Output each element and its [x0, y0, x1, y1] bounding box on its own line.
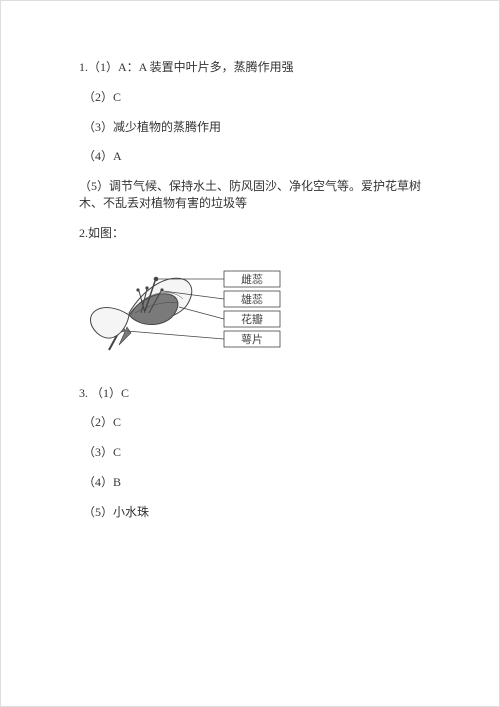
label-box-3: 花瓣	[224, 311, 280, 327]
q3-ans2: （2）C	[83, 414, 429, 431]
q3-ans4: （4）B	[83, 474, 429, 491]
label-box-4: 萼片	[224, 331, 280, 347]
flower-svg: 雌蕊 雄蕊 花瓣 萼片	[79, 255, 299, 365]
q1-ans5: （5）调节气候、保持水土、防风固沙、净化空气等。爱护花草树木、不乱丢对植物有害的…	[79, 178, 429, 212]
label-4-text: 萼片	[241, 333, 263, 346]
page: 1.（1）A：A 装置中叶片多，蒸腾作用强 （2）C （3）减少植物的蒸腾作用 …	[0, 0, 500, 707]
label-3-text: 花瓣	[241, 312, 263, 326]
label-box-1: 雌蕊	[224, 271, 280, 287]
q1-ans2: （2）C	[83, 89, 429, 106]
q1-line1: 1.（1）A：A 装置中叶片多，蒸腾作用强	[79, 59, 429, 76]
label-2-text: 雄蕊	[241, 292, 263, 306]
q3-ans3: （3）C	[83, 444, 429, 461]
q2-lead: 2.如图：	[79, 225, 429, 242]
label-1-text: 雌蕊	[241, 272, 263, 286]
q1-ans3: （3）减少植物的蒸腾作用	[83, 119, 429, 136]
label-box-2: 雄蕊	[224, 291, 280, 307]
q3-lead: 3. （1）C	[79, 385, 429, 402]
q3-ans5: （5）小水珠	[83, 504, 429, 521]
flower-figure: 雌蕊 雄蕊 花瓣 萼片	[79, 255, 429, 365]
q1-ans4: （4）A	[83, 148, 429, 165]
